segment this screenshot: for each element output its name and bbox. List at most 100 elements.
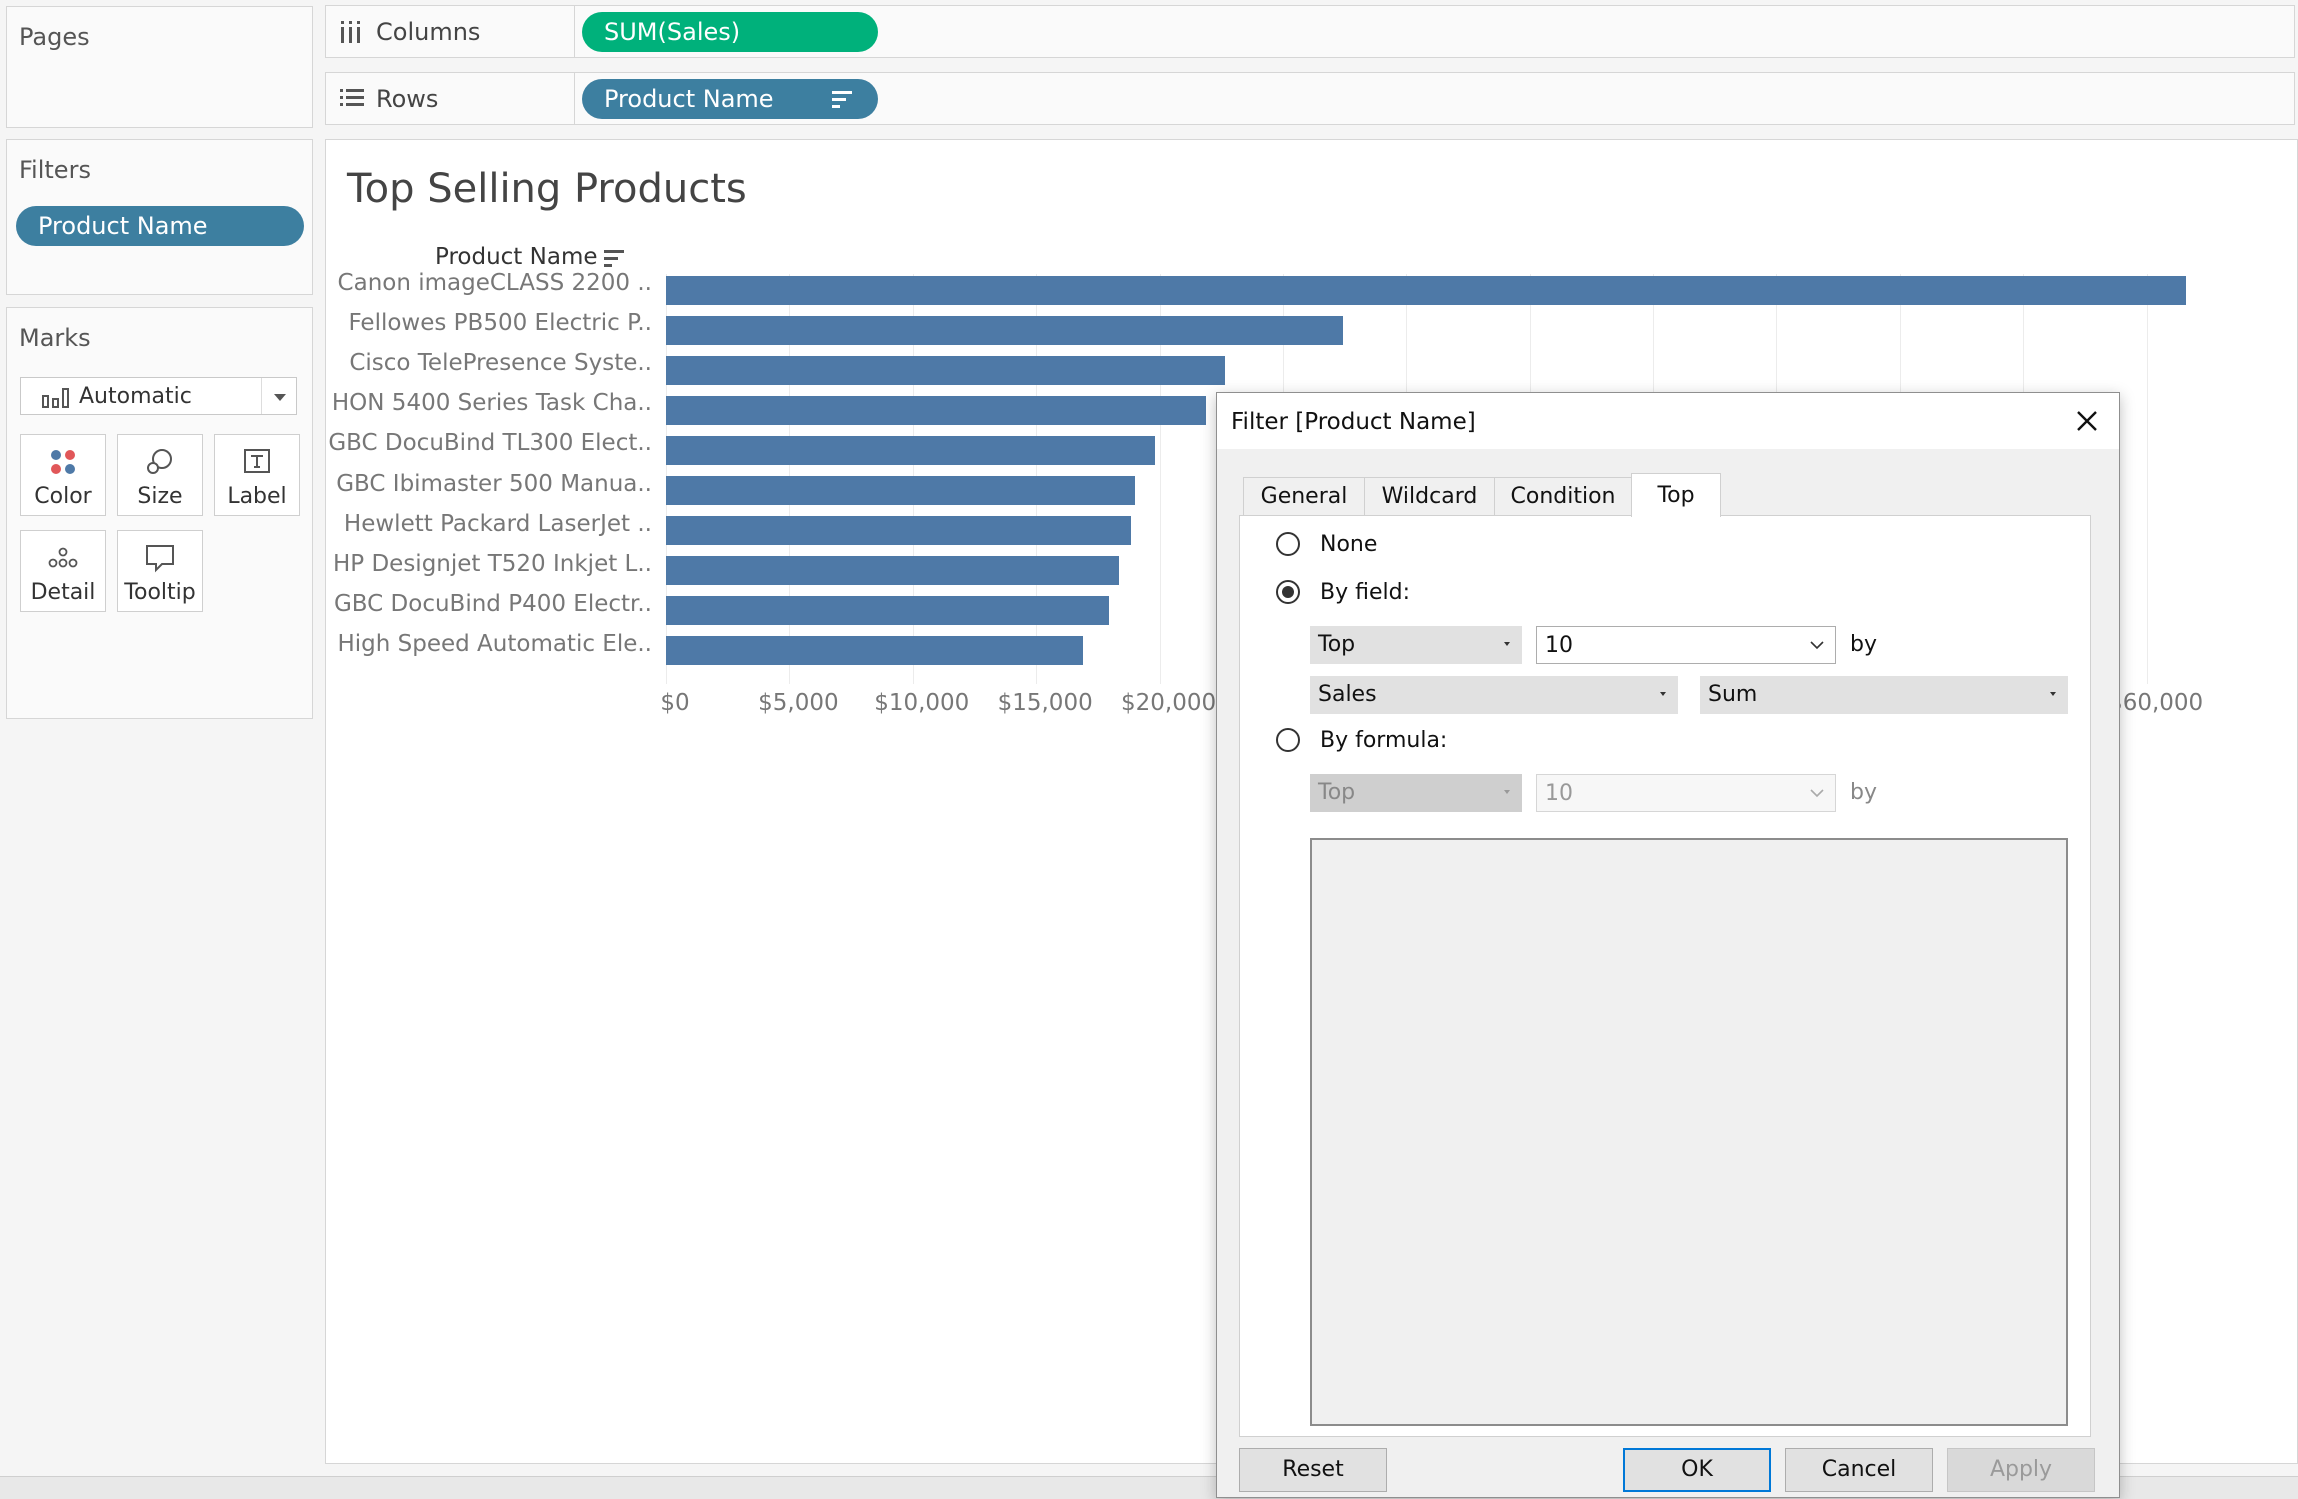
dropdown-arrow-icon xyxy=(1504,642,1510,646)
marks-color-button[interactable]: Color xyxy=(20,434,106,516)
by-field-radio[interactable] xyxy=(1276,580,1300,604)
tab-general[interactable]: General xyxy=(1243,477,1365,515)
by-formula-label: By formula: xyxy=(1320,728,1448,753)
category-label[interactable]: HON 5400 Series Task Cha.. xyxy=(331,390,652,417)
detail-icon xyxy=(48,547,78,568)
rows-icon xyxy=(340,89,364,106)
formula-count-combo: 10 xyxy=(1536,774,1836,812)
dialog-titlebar: Filter [Product Name] xyxy=(1217,393,2119,449)
columns-label: Columns xyxy=(376,18,481,46)
formula-by-label: by xyxy=(1850,780,1877,805)
category-label[interactable]: Cisco TelePresence Syste.. xyxy=(349,350,652,377)
marks-tooltip-button[interactable]: Tooltip xyxy=(117,530,203,612)
field-by-label: by xyxy=(1850,632,1877,657)
tab-top[interactable]: Top xyxy=(1631,473,1721,517)
rows-pill-product-name[interactable]: Product Name xyxy=(582,79,878,119)
dropdown-arrow-icon xyxy=(1504,790,1510,794)
formula-textbox xyxy=(1310,838,2068,1426)
field-direction-select[interactable]: Top xyxy=(1310,626,1522,664)
bar[interactable] xyxy=(666,636,1083,666)
reset-button[interactable]: Reset xyxy=(1239,1448,1387,1492)
pages-panel: Pages xyxy=(6,6,313,128)
category-label[interactable]: Hewlett Packard LaserJet .. xyxy=(343,510,652,537)
category-label[interactable]: GBC Ibimaster 500 Manua.. xyxy=(336,470,652,497)
bar[interactable] xyxy=(666,275,2187,305)
marks-label-label: Label xyxy=(227,484,287,509)
x-tick-label: $60,000 xyxy=(2108,690,2204,716)
filter-pill-product-name[interactable]: Product Name xyxy=(16,206,304,246)
bar[interactable] xyxy=(666,516,1131,546)
bar[interactable] xyxy=(666,435,1156,465)
color-icon xyxy=(51,450,75,474)
columns-pill-sum-sales[interactable]: SUM(Sales) xyxy=(582,12,878,52)
pages-title: Pages xyxy=(19,23,90,51)
category-label[interactable]: GBC DocuBind P400 Electr.. xyxy=(333,590,652,617)
tab-wildcard[interactable]: Wildcard xyxy=(1364,477,1495,515)
sort-descending-icon[interactable] xyxy=(832,89,854,109)
x-tick-label: $20,000 xyxy=(1120,690,1217,716)
sort-descending-icon[interactable] xyxy=(604,248,626,268)
by-formula-radio[interactable] xyxy=(1276,728,1300,752)
marks-detail-label: Detail xyxy=(30,580,96,605)
none-label: None xyxy=(1320,532,1378,557)
rows-separator xyxy=(574,73,575,124)
none-radio[interactable] xyxy=(1276,532,1300,556)
tab-condition[interactable]: Condition xyxy=(1494,477,1632,515)
rows-pill-label: Product Name xyxy=(604,85,774,113)
marks-tooltip-label: Tooltip xyxy=(124,580,196,605)
columns-icon xyxy=(341,21,360,43)
field-aggregation-select[interactable]: Sum xyxy=(1700,676,2068,714)
mark-type-select[interactable]: Automatic xyxy=(20,377,297,415)
by-field-label: By field: xyxy=(1320,580,1410,605)
field-count-combo[interactable]: 10 xyxy=(1536,626,1836,664)
close-icon[interactable] xyxy=(2073,407,2101,435)
x-tick-label: $10,000 xyxy=(874,690,970,716)
x-tick-label: $5,000 xyxy=(758,690,839,716)
chevron-down-icon xyxy=(1810,789,1824,798)
marks-size-button[interactable]: Size xyxy=(117,434,203,516)
category-label[interactable]: Canon imageCLASS 2200 .. xyxy=(337,270,652,296)
columns-shelf[interactable]: Columns SUM(Sales) xyxy=(325,5,2295,58)
marks-detail-button[interactable]: Detail xyxy=(20,530,106,612)
cancel-button[interactable]: Cancel xyxy=(1785,1448,1933,1492)
x-tick-label: $15,000 xyxy=(997,690,1093,716)
tooltip-icon xyxy=(146,545,174,573)
rows-shelf[interactable]: Rows Product Name xyxy=(325,72,2295,125)
bar[interactable] xyxy=(666,476,1136,505)
category-label[interactable]: High Speed Automatic Ele.. xyxy=(337,630,652,657)
marks-panel: Marks Automatic Color Size Label xyxy=(6,307,313,719)
marks-title: Marks xyxy=(19,324,91,352)
bar[interactable] xyxy=(666,556,1120,586)
dropdown-arrow-icon xyxy=(1660,692,1666,696)
marks-color-label: Color xyxy=(34,484,92,509)
x-tick-label: $0 xyxy=(660,690,690,716)
ok-button[interactable]: OK xyxy=(1623,1448,1771,1492)
marks-label-button[interactable]: Label xyxy=(214,434,300,516)
marks-size-label: Size xyxy=(137,484,183,509)
worksheet-title: Top Selling Products xyxy=(347,166,747,212)
bar[interactable] xyxy=(666,596,1110,626)
columns-pill-label: SUM(Sales) xyxy=(604,18,741,46)
dialog-title: Filter [Product Name] xyxy=(1231,409,1476,435)
apply-button: Apply xyxy=(1947,1448,2095,1492)
gridline xyxy=(2146,274,2148,684)
bar[interactable] xyxy=(666,315,1344,345)
dropdown-arrow-icon[interactable] xyxy=(273,392,287,402)
category-label[interactable]: GBC DocuBind TL300 Elect.. xyxy=(328,430,652,457)
rows-label: Rows xyxy=(376,85,439,113)
bar[interactable] xyxy=(666,355,1225,385)
chevron-down-icon[interactable] xyxy=(1809,637,1825,653)
row-header-product-name[interactable]: Product Name xyxy=(435,244,598,270)
gridline xyxy=(1159,274,1161,684)
size-icon xyxy=(147,449,172,474)
category-label[interactable]: Fellowes PB500 Electric P.. xyxy=(348,310,652,337)
filters-panel: Filters Product Name xyxy=(6,139,313,295)
bar[interactable] xyxy=(666,395,1206,425)
field-measure-select[interactable]: Sales xyxy=(1310,676,1678,714)
text-label-icon xyxy=(244,449,270,473)
formula-direction-select: Top xyxy=(1310,774,1522,812)
mark-type-value: Automatic xyxy=(79,384,192,409)
category-label[interactable]: HP Designjet T520 Inkjet L.. xyxy=(332,550,652,577)
bar-chart-icon xyxy=(42,388,69,408)
dropdown-arrow-icon xyxy=(2050,692,2056,696)
